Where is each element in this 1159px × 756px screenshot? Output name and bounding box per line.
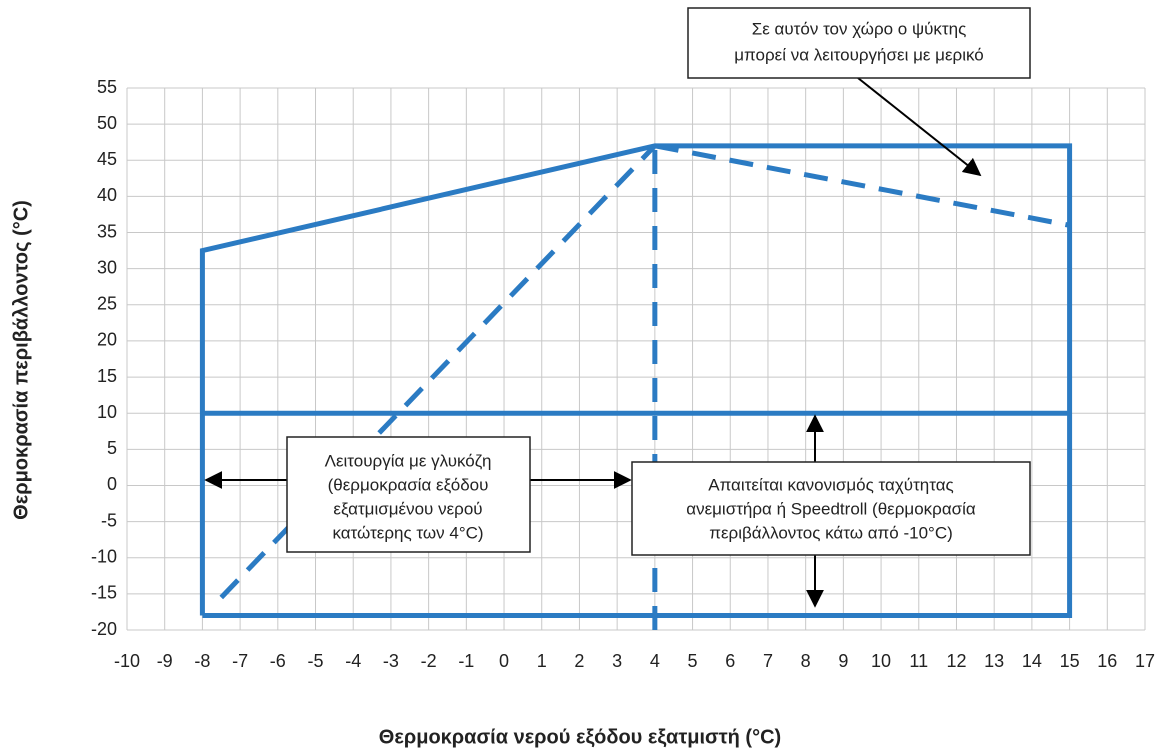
y-tick-label: 20 <box>97 330 117 350</box>
x-tick-label: 17 <box>1135 651 1155 671</box>
annotation-text: Σε αυτόν τον χώρο ο ψύκτης <box>752 19 967 38</box>
y-tick-label: 50 <box>97 113 117 133</box>
x-tick-label: 14 <box>1022 651 1042 671</box>
annotation-text: κατώτερης των 4°C) <box>332 523 483 542</box>
y-tick-label: 10 <box>97 402 117 422</box>
y-tick-label: -10 <box>91 546 117 566</box>
x-tick-label: 5 <box>688 651 698 671</box>
annotation-box <box>631 461 1031 556</box>
y-tick-label: -5 <box>101 510 117 530</box>
y-tick-label: 40 <box>97 185 117 205</box>
x-tick-label: 6 <box>725 651 735 671</box>
y-tick-label: 25 <box>97 294 117 314</box>
x-tick-label: -6 <box>270 651 286 671</box>
x-tick-label: -8 <box>194 651 210 671</box>
y-tick-label: 30 <box>97 257 117 277</box>
x-tick-label: -10 <box>114 651 140 671</box>
series <box>199 143 1073 630</box>
annotation-text: (θερμοκρασία εξόδου <box>328 475 489 494</box>
x-tick-label: 16 <box>1097 651 1117 671</box>
y-tick-label: -20 <box>91 619 117 639</box>
x-tick-label: 9 <box>838 651 848 671</box>
x-tick-label: -5 <box>308 651 324 671</box>
x-tick-label: 2 <box>574 651 584 671</box>
y-tick-label: -15 <box>91 583 117 603</box>
y-axis-title: Θερμοκρασία περιβάλλοντος (°C) <box>10 200 32 520</box>
series-line <box>219 144 657 600</box>
series-line <box>654 143 1071 228</box>
x-tick-label: 3 <box>612 651 622 671</box>
annotation-text: ανεμιστήρα ή Speedtroll (θερμοκρασία <box>686 499 976 518</box>
x-tick-label: 1 <box>537 651 547 671</box>
annotation-text: Λειτουργία με γλυκόζη <box>325 451 492 470</box>
y-tick-label: 15 <box>97 366 117 386</box>
y-tick-label: 0 <box>107 474 117 494</box>
annotation-text: εξατμισμένου νερού <box>333 499 482 518</box>
x-tick-label: 7 <box>763 651 773 671</box>
x-tick-label: 8 <box>801 651 811 671</box>
annotations: Σε αυτόν τον χώρο ο ψύκτης μπορεί να λει… <box>204 7 1031 608</box>
x-tick-label: 12 <box>946 651 966 671</box>
x-tick-label: 15 <box>1060 651 1080 671</box>
y-tick-label: 55 <box>97 77 117 97</box>
x-tick-label: 0 <box>499 651 509 671</box>
annotation-text: Απαιτείται κανονισμός ταχύτητας <box>708 475 954 494</box>
annotation-text: μπορεί να λειτουργήσει με μερικό <box>734 45 983 64</box>
x-tick-label: -2 <box>421 651 437 671</box>
arrow <box>857 77 982 177</box>
x-tick-label: -4 <box>345 651 361 671</box>
x-tick-label: 10 <box>871 651 891 671</box>
x-tick-label: -1 <box>458 651 474 671</box>
x-tick-label: -3 <box>383 651 399 671</box>
y-tick-label: 45 <box>97 149 117 169</box>
x-axis-title: Θερμοκρασία νερού εξόδου εξατμιστή (°C) <box>379 726 781 748</box>
annotation-box <box>286 436 531 553</box>
x-tick-label: -9 <box>157 651 173 671</box>
x-tick-label: 11 <box>909 651 928 671</box>
y-tick-label: 35 <box>97 221 117 241</box>
y-tick-label: 5 <box>107 438 117 458</box>
x-tick-label: -7 <box>232 651 248 671</box>
x-tick-label: 4 <box>650 651 660 671</box>
x-tick-label: 13 <box>984 651 1004 671</box>
series-line <box>199 143 1073 619</box>
annotation-text: περιβάλλοντος κάτω από -10°C) <box>709 523 953 542</box>
annotation-box <box>687 7 1031 79</box>
